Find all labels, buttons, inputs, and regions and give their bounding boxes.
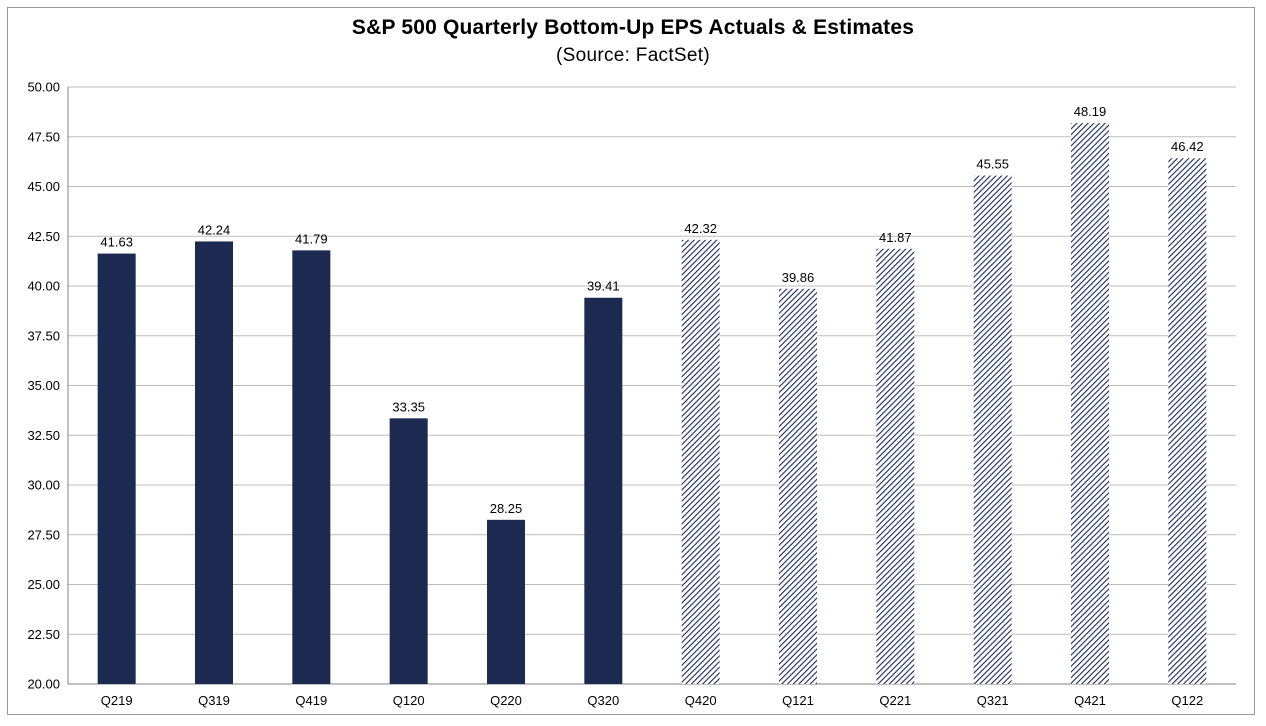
y-tick-label: 40.00 (27, 279, 60, 294)
x-tick-label: Q319 (198, 693, 230, 708)
data-label-Q221: 41.87 (879, 230, 912, 245)
y-tick-label: 25.00 (27, 577, 60, 592)
bars (97, 123, 1207, 685)
x-tick-label: Q220 (490, 693, 522, 708)
data-label-Q220: 28.25 (490, 501, 523, 516)
data-label-Q121: 39.86 (782, 270, 815, 285)
x-tick-label: Q419 (295, 693, 327, 708)
data-label-Q319: 42.24 (198, 222, 231, 237)
x-tick-label: Q120 (393, 693, 425, 708)
bar-actual-Q219 (97, 253, 136, 685)
bar-estimate-Q321 (973, 175, 1012, 684)
chart-subtitle: (Source: FactSet) (556, 45, 710, 66)
bar-actual-Q220 (487, 519, 525, 684)
data-label-Q320: 39.41 (587, 279, 620, 294)
x-axis-tick-labels: Q219 Q319 Q419 Q120 Q220 Q320 Q420 Q121 Q221 Q321… (101, 693, 1203, 708)
bar-estimate-Q221 (876, 248, 915, 685)
y-tick-label: 35.00 (27, 378, 60, 393)
bar-estimate-Q122 (1168, 158, 1207, 684)
bar-actual-Q120 (389, 418, 428, 684)
y-tick-label: 20.00 (27, 677, 60, 692)
x-tick-label: Q421 (1074, 693, 1106, 708)
bar-estimate-Q420 (681, 239, 720, 684)
data-label-Q420: 42.32 (684, 221, 717, 236)
y-tick-label: 27.50 (27, 527, 60, 542)
y-tick-label: 42.50 (27, 229, 60, 244)
x-tick-label: Q321 (977, 693, 1009, 708)
bar-actual-Q419 (292, 250, 331, 684)
y-tick-label: 50.00 (27, 80, 60, 95)
chart-title: S&P 500 Quarterly Bottom-Up EPS Actuals … (351, 16, 915, 39)
bar-estimate-Q121 (779, 288, 817, 684)
x-tick-label: Q221 (879, 693, 911, 708)
x-tick-label: Q420 (685, 693, 717, 708)
bar-actual-Q319 (195, 241, 233, 684)
x-tick-label: Q121 (782, 693, 814, 708)
data-label-Q219: 41.63 (100, 235, 133, 250)
y-tick-label: 45.00 (27, 179, 60, 194)
x-tick-label: Q122 (1171, 693, 1203, 708)
y-tick-label: 47.50 (27, 129, 60, 144)
data-label-Q419: 41.79 (295, 231, 328, 246)
data-labels: 41.63 42.24 41.79 33.35 28.25 39.41 42.32 39.86… (100, 104, 1203, 516)
y-tick-label: 37.50 (27, 328, 60, 343)
x-tick-label: Q219 (101, 693, 133, 708)
bar-estimate-Q421 (1071, 123, 1109, 685)
bar-actual-Q320 (584, 297, 623, 684)
x-tick-label: Q320 (587, 693, 619, 708)
data-label-Q122: 46.42 (1171, 139, 1204, 154)
y-tick-label: 22.50 (27, 627, 60, 642)
data-label-Q421: 48.19 (1074, 104, 1107, 119)
y-axis-tick-labels: 20.00 22.50 25.00 27.50 30.00 32.50 35.00 37.50… (27, 80, 60, 692)
data-label-Q321: 45.55 (976, 157, 1009, 172)
y-tick-label: 32.50 (27, 428, 60, 443)
y-tick-label: 30.00 (27, 478, 60, 493)
grid-lines (67, 86, 1236, 685)
data-label-Q120: 33.35 (392, 399, 425, 414)
